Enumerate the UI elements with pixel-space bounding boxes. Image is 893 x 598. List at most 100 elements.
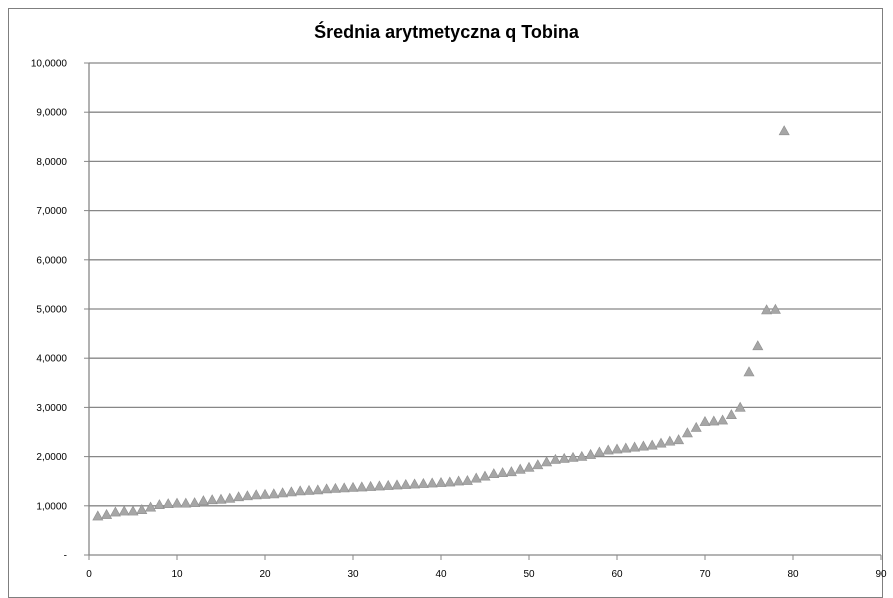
data-point xyxy=(664,435,676,446)
data-point xyxy=(725,409,737,419)
data-point xyxy=(637,440,649,451)
data-point xyxy=(312,484,324,495)
chart-title: Średnia arytmetyczna q Tobina xyxy=(314,22,579,42)
x-tick-label: 10 xyxy=(171,569,183,580)
data-point xyxy=(505,466,517,477)
data-point xyxy=(717,414,729,425)
data-point xyxy=(409,478,421,489)
x-tick-label: 40 xyxy=(435,569,447,580)
data-point xyxy=(347,481,359,492)
x-tick-label: 20 xyxy=(259,569,271,580)
data-point xyxy=(145,501,157,512)
data-point xyxy=(118,505,130,516)
data-point xyxy=(611,443,623,454)
data-point xyxy=(549,453,561,464)
data-point xyxy=(532,459,544,470)
data-point xyxy=(743,366,755,377)
data-point xyxy=(153,499,165,510)
y-tick-label: 6,0000 xyxy=(36,255,67,266)
data-point xyxy=(382,479,394,490)
data-point xyxy=(233,491,245,502)
y-tick-label: - xyxy=(64,551,67,562)
data-point xyxy=(461,475,473,485)
data-point xyxy=(136,504,148,514)
data-point xyxy=(189,497,201,508)
y-tick-label: 4,0000 xyxy=(36,354,67,365)
data-point xyxy=(769,303,781,314)
data-point xyxy=(488,468,500,479)
data-point xyxy=(268,488,280,499)
y-tick-label: 10,0000 xyxy=(31,59,68,70)
data-point xyxy=(224,492,236,503)
data-points xyxy=(92,125,790,521)
data-point xyxy=(259,488,271,499)
data-point xyxy=(92,510,104,521)
data-point xyxy=(162,498,174,509)
data-point xyxy=(365,480,377,491)
y-tick-label: 8,0000 xyxy=(36,157,67,168)
x-tick-label: 80 xyxy=(787,569,799,580)
data-point xyxy=(391,479,403,490)
data-point xyxy=(470,472,482,483)
gridlines xyxy=(89,62,881,507)
data-point xyxy=(699,415,711,426)
x-tick-labels: 0 10 20 30 40 50 60 70 80 90 xyxy=(86,569,887,580)
data-point xyxy=(620,442,632,453)
y-tick-label: 5,0000 xyxy=(36,305,67,316)
data-point xyxy=(417,477,429,488)
data-point xyxy=(567,451,579,462)
axes xyxy=(84,62,882,560)
data-point xyxy=(778,125,790,136)
x-tick-label: 50 xyxy=(523,569,535,580)
x-tick-label: 0 xyxy=(86,569,92,580)
data-point xyxy=(250,489,262,500)
data-point xyxy=(197,495,209,506)
y-tick-label: 7,0000 xyxy=(36,206,67,217)
data-point xyxy=(435,476,447,487)
data-point xyxy=(241,490,253,501)
data-point xyxy=(127,505,139,516)
data-point xyxy=(752,340,764,351)
y-tick-label: 9,0000 xyxy=(36,108,67,119)
data-point xyxy=(576,450,588,461)
data-point xyxy=(321,483,333,494)
data-point xyxy=(479,470,491,481)
data-point xyxy=(180,497,192,508)
data-point xyxy=(558,452,570,463)
data-point xyxy=(171,497,183,508)
data-point xyxy=(541,456,553,467)
x-tick-label: 90 xyxy=(875,569,887,580)
data-point xyxy=(761,304,773,315)
data-point xyxy=(602,444,614,455)
data-point xyxy=(497,467,509,478)
x-tick-label: 70 xyxy=(699,569,711,580)
data-point xyxy=(329,482,341,493)
data-point xyxy=(356,481,368,492)
data-point xyxy=(277,487,289,498)
data-point xyxy=(708,415,720,426)
data-point xyxy=(215,493,227,504)
data-point xyxy=(593,446,605,457)
data-point xyxy=(514,463,526,474)
data-point xyxy=(690,421,702,432)
data-point xyxy=(629,441,641,452)
y-tick-label: 3,0000 xyxy=(36,403,67,414)
data-point xyxy=(585,448,597,459)
x-tick-label: 30 xyxy=(347,569,359,580)
data-point xyxy=(400,478,412,489)
data-point xyxy=(206,494,218,505)
y-tick-label: 1,0000 xyxy=(36,501,67,512)
x-tick-label: 60 xyxy=(611,569,623,580)
data-point xyxy=(338,482,350,493)
data-point xyxy=(373,480,385,491)
data-point xyxy=(444,476,456,487)
data-point xyxy=(453,475,465,486)
data-point xyxy=(426,477,438,488)
chart-frame xyxy=(8,8,883,598)
data-point xyxy=(646,439,658,450)
data-point xyxy=(101,508,113,519)
data-point xyxy=(734,401,746,412)
data-point xyxy=(523,461,535,472)
data-point xyxy=(655,437,667,448)
